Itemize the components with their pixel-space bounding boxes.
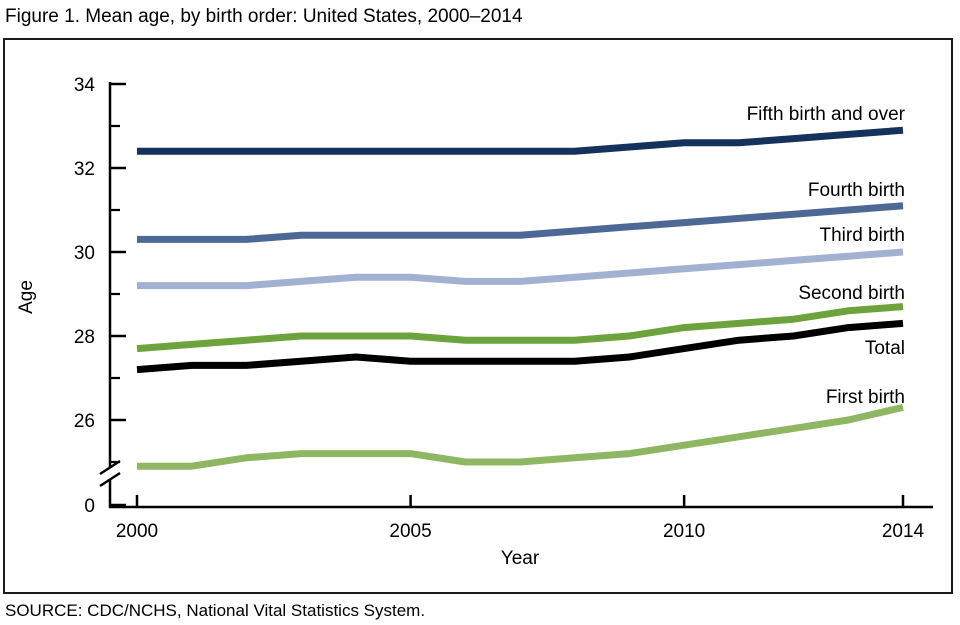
series-label-first-birth: First birth (826, 387, 905, 408)
series-line-fourth-birth (137, 202, 904, 243)
series-label-fourth-birth: Fourth birth (808, 180, 905, 201)
y-tick-label: 26 (74, 411, 95, 432)
x-tick-label: 2000 (116, 521, 158, 542)
series-line-third-birth (137, 248, 904, 290)
x-tick-label: 2005 (389, 521, 431, 542)
series-line-second-birth (136, 303, 904, 353)
y-zero-label: 0 (84, 496, 95, 517)
series-line-total (136, 319, 904, 374)
x-tick-label: 2010 (663, 521, 705, 542)
source-note: SOURCE: CDC/NCHS, National Vital Statist… (5, 601, 426, 620)
line-chart: 34 32 30 28 26 0 2000 2005 2010 2014 Age Year Fifth … (16, 75, 933, 569)
axis-break-icon (99, 471, 121, 488)
series-label-third-birth: Third birth (819, 225, 905, 246)
series-line-first-birth (137, 403, 904, 470)
y-tick-label: 34 (74, 75, 96, 96)
y-tick-label: 28 (74, 327, 95, 348)
chart-frame: 34 32 30 28 26 0 2000 2005 2010 2014 Age Year Fifth … (3, 38, 953, 594)
x-axis-title: Year (501, 548, 540, 569)
y-tick-label: 32 (74, 159, 95, 180)
figure-title: Figure 1. Mean age, by birth order: Unit… (5, 6, 523, 27)
axis-break-icon (99, 459, 121, 476)
y-tick-label: 30 (74, 243, 95, 264)
x-tick-label: 2014 (882, 521, 925, 542)
series-label-total: Total (865, 338, 905, 359)
series-line-fifth-birth-and-over (137, 126, 904, 155)
y-axis-title: Age (16, 280, 37, 314)
series-label-fifth-birth-and-over: Fifth birth and over (747, 104, 906, 125)
series-label-second-birth: Second birth (798, 283, 905, 304)
